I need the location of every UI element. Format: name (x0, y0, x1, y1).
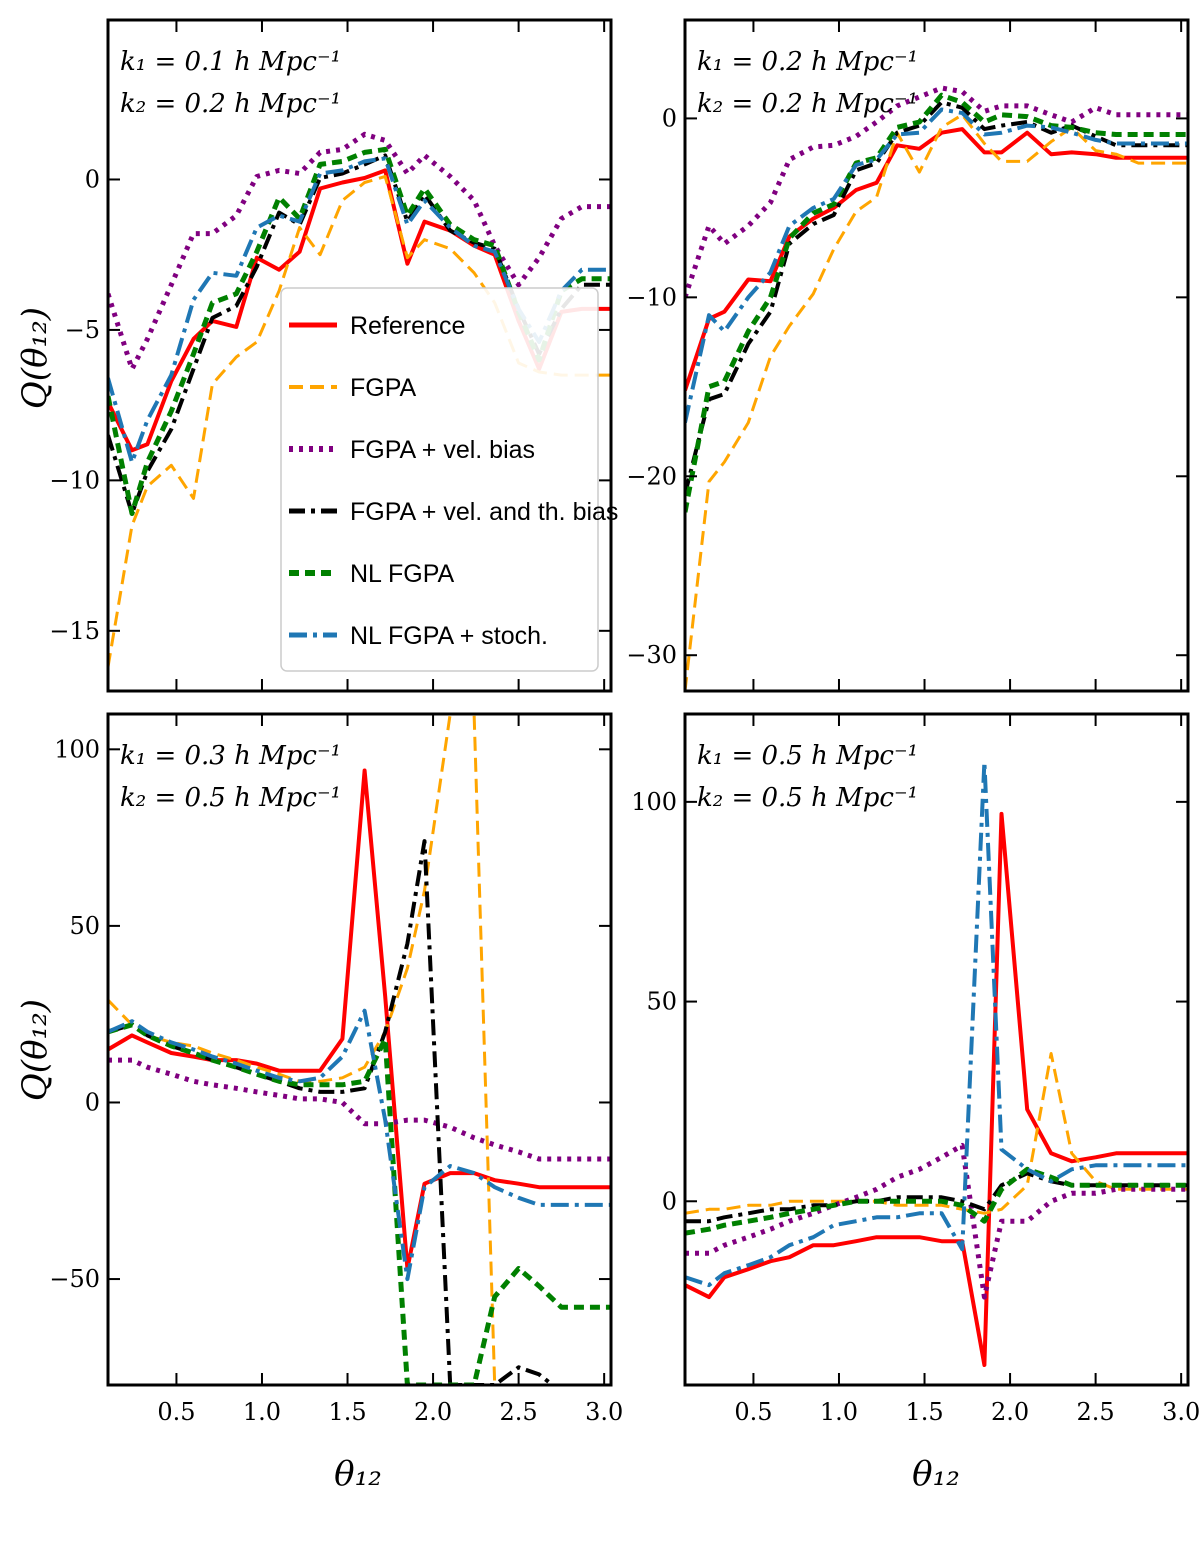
series-ref (685, 811, 1188, 1367)
series-velth (685, 1171, 1188, 1224)
legend-label-fgpa: FGPA (350, 374, 417, 402)
series-fgpa (685, 1052, 1188, 1215)
series-vel (685, 85, 1188, 299)
k-annotation: k₂ = 0.2 h Mpc⁻¹ (120, 89, 341, 119)
k-annotation: k₁ = 0.5 h Mpc⁻¹ (697, 741, 918, 771)
series-group (685, 759, 1188, 1367)
series-vel (108, 131, 611, 372)
k-annotation: k₁ = 0.1 h Mpc⁻¹ (120, 47, 341, 77)
series-nl (685, 1166, 1188, 1236)
ytick-label: −10 (626, 283, 677, 311)
legend-label-stoch: NL FGPA + stoch. (350, 622, 548, 650)
xtick-label: 2.0 (991, 1398, 1029, 1426)
ytick-label: −5 (65, 316, 100, 344)
k-annotation: k₁ = 0.3 h Mpc⁻¹ (120, 741, 341, 771)
ytick-label: 50 (69, 912, 100, 940)
ylabel-top: Q(θ₁₂) (15, 307, 55, 409)
series-stoch (108, 1008, 611, 1282)
series-fgpa (685, 113, 1188, 691)
panel-2: −30 −20 −10 0 k₁ = 0.2 h Mpc⁻¹ k₂ = 0.2 h Mpc… (626, 18, 1190, 693)
panel-3: 0.5 1.0 1.5 2.0 2.5 3.0 −50 0 50 100 k₁ = 0.3 h Mp… (49, 712, 623, 1426)
series-vel (685, 1142, 1188, 1300)
ytick-label: 100 (631, 788, 677, 816)
ytick-label: −50 (49, 1265, 100, 1293)
k-annotation: k₂ = 0.5 h Mpc⁻¹ (120, 783, 341, 813)
xtick-label: 2.0 (414, 1398, 452, 1426)
ytick-label: 0 (85, 165, 100, 193)
xlabel-right: θ₁₂ (912, 1454, 960, 1494)
series-stoch (685, 759, 1188, 1288)
series-nl (685, 92, 1188, 513)
ylabel-bottom: Q(θ₁₂) (15, 999, 55, 1101)
ytick-label: −10 (49, 466, 100, 494)
series-ref (685, 127, 1188, 392)
xtick-label: 1.5 (328, 1398, 366, 1426)
k-annotation: k₂ = 0.5 h Mpc⁻¹ (697, 783, 918, 813)
xtick-label: 0.5 (734, 1398, 772, 1426)
ytick-label: 50 (646, 988, 677, 1016)
legend-label-ref: Reference (350, 312, 465, 340)
xlabel-left: θ₁₂ (334, 1454, 382, 1494)
series-nl (108, 1022, 611, 1385)
ytick-label: −30 (626, 641, 677, 669)
xtick-label: 2.5 (500, 1398, 538, 1426)
legend-label-velth: FGPA + vel. and th. bias (350, 498, 618, 526)
xtick-label: 1.5 (905, 1398, 943, 1426)
panel-4: 0.5 1.0 1.5 2.0 2.5 3.0 0 50 100 k₁ = 0.5 h Mpc⁻¹… (631, 712, 1200, 1426)
legend-label-nl: NL FGPA (350, 560, 455, 588)
ytick-label: 0 (85, 1088, 100, 1116)
xtick-label: 3.0 (1162, 1398, 1200, 1426)
series-velth (108, 839, 556, 1385)
series-stoch (685, 107, 1188, 424)
ytick-label: −20 (626, 462, 677, 490)
xtick-label: 3.0 (585, 1398, 623, 1426)
legend-label-vel: FGPA + vel. bias (350, 436, 535, 464)
k-annotation: k₁ = 0.2 h Mpc⁻¹ (697, 47, 918, 77)
xtick-label: 1.0 (820, 1398, 858, 1426)
axes-frame (106, 18, 613, 693)
axes-frame (683, 712, 1190, 1387)
legend: Reference FGPA FGPA + vel. bias FGPA + vel.… (280, 287, 618, 672)
series-ref (108, 768, 611, 1271)
series-vel (108, 1057, 611, 1162)
xtick-label: 2.5 (1077, 1398, 1115, 1426)
axes-frame (683, 18, 1190, 693)
ytick-label: −15 (49, 617, 100, 645)
ytick-label: 100 (54, 735, 100, 763)
ytick-label: 0 (662, 104, 677, 132)
xtick-label: 0.5 (157, 1398, 195, 1426)
axes-frame (106, 712, 613, 1387)
series-group (108, 714, 611, 1385)
ytick-label: 0 (662, 1187, 677, 1215)
xtick-label: 1.0 (243, 1398, 281, 1426)
k-annotation: k₂ = 0.2 h Mpc⁻¹ (697, 89, 918, 119)
series-fgpa (108, 714, 611, 1385)
series-group (685, 85, 1188, 691)
panel-1: −15 −10 −5 0 k₁ = 0.1 h Mpc⁻¹ k₂ = 0.2 h Mpc⁻… (49, 18, 613, 693)
legend-frame (280, 287, 599, 672)
series-velth (685, 100, 1188, 495)
